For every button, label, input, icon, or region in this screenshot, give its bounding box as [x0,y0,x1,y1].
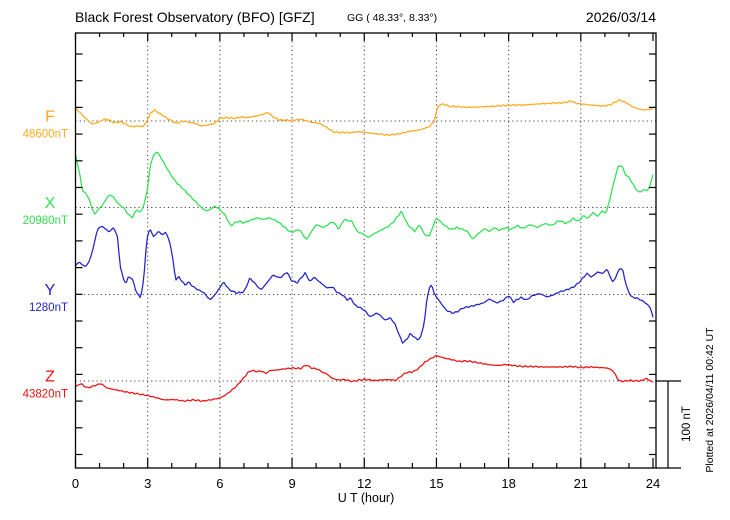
x-tick-label: 18 [501,476,515,491]
component-baseline-value-X: 20980nT [23,215,68,227]
x-tick-label: 9 [288,476,295,491]
x-tick-label: 6 [216,476,223,491]
trace-F [74,99,654,137]
x-tick-label: 0 [72,476,79,491]
plotted-at-stamp: Plotted at 2026/04/11 00:42 UT [704,327,716,473]
component-baseline-value-Z: 43820nT [23,389,68,401]
x-axis-label: U T (hour) [338,491,395,505]
chart-title: Black Forest Observatory (BFO) [GFZ] [75,9,315,25]
x-tick-label: 24 [646,476,660,491]
scale-bar: 100 nT [656,380,693,469]
trace-layer [74,99,654,403]
chart-subtitle-coordinates: GG ( 48.33°, 8.33°) [347,12,437,24]
chart-date: 2026/03/14 [586,9,656,25]
x-tick-labels: 0 3 6 9 12 15 18 21 24 [72,476,660,491]
trace-Y [75,225,654,344]
component-letter-Z: Z [45,369,55,386]
x-tick-label: 21 [574,476,588,491]
trace-Z [75,355,654,403]
trace-X [74,151,654,240]
scale-bar-label: 100 nT [681,406,693,442]
component-baseline-value-Y: 1280nT [29,302,68,314]
component-letter-Y: Y [45,282,56,299]
plot-border [74,32,657,469]
x-tick-label: 15 [429,476,443,491]
grid-layer [75,33,656,468]
axis-layer [74,32,657,469]
component-labels: F 48600nT X 20980nT Y 1280nT Z 43820nT [23,109,68,401]
component-letter-F: F [45,109,55,126]
x-tick-label: 12 [357,476,371,491]
component-baseline-value-F: 48600nT [23,129,68,141]
x-tick-label: 3 [144,476,151,491]
component-letter-X: X [45,195,56,212]
